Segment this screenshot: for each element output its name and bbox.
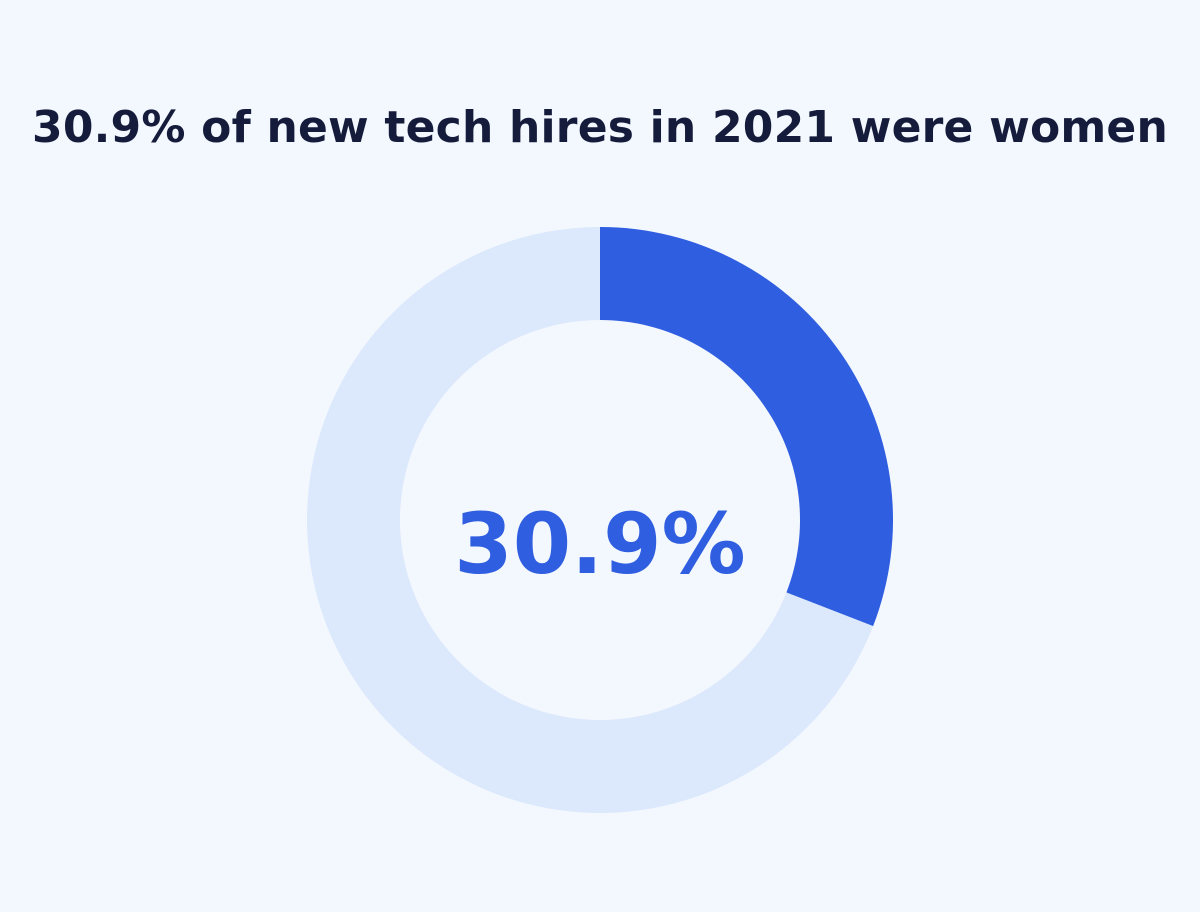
donut-slice-remainder (307, 227, 874, 813)
donut-slices (307, 227, 894, 813)
center-percentage-label: 30.9% (454, 495, 745, 593)
chart-title: 30.9% of new tech hires in 2021 were wom… (32, 102, 1168, 153)
donut-slice-highlight (600, 227, 894, 627)
